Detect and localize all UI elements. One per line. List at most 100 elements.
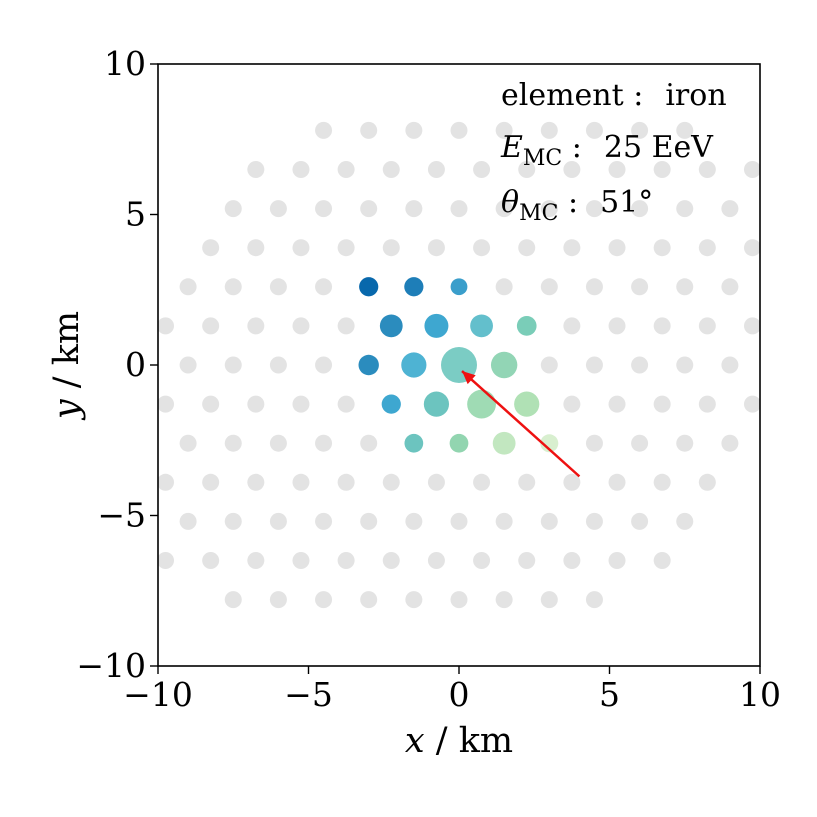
inactive-station <box>315 278 333 296</box>
inactive-station <box>698 239 716 257</box>
inactive-station <box>698 317 716 335</box>
y-tick-label: −10 <box>76 646 146 685</box>
inactive-station <box>158 317 175 335</box>
inactive-station <box>179 356 197 374</box>
inactive-station <box>224 356 242 374</box>
inactive-station <box>653 552 671 570</box>
active-station <box>449 433 469 453</box>
inactive-station <box>518 552 536 570</box>
inactive-station <box>292 239 310 257</box>
shower-axis-arrow <box>461 370 581 478</box>
inactive-station <box>495 278 513 296</box>
inactive-station <box>247 395 265 413</box>
inactive-station <box>427 239 445 257</box>
inactive-station <box>315 356 333 374</box>
inactive-station <box>315 512 333 530</box>
x-tick-label: 5 <box>599 675 620 714</box>
y-tick-label: 10 <box>104 44 146 83</box>
inactive-station <box>631 356 649 374</box>
inactive-station <box>450 121 468 139</box>
inactive-station <box>315 200 333 218</box>
inactive-station <box>653 473 671 491</box>
inactive-station <box>360 512 378 530</box>
inactive-station <box>427 160 445 178</box>
active-station <box>381 394 401 414</box>
inactive-station <box>608 395 626 413</box>
inactive-station <box>563 317 581 335</box>
inactive-station <box>676 121 694 139</box>
inactive-station <box>585 200 603 218</box>
inactive-station <box>721 200 739 218</box>
inactive-station <box>585 356 603 374</box>
inactive-station <box>631 278 649 296</box>
inactive-station <box>563 239 581 257</box>
inactive-station <box>743 239 760 257</box>
inactive-station <box>473 552 491 570</box>
active-station <box>492 431 516 455</box>
inactive-station <box>158 473 175 491</box>
plot-area <box>157 63 761 667</box>
inactive-station <box>585 121 603 139</box>
inactive-station <box>473 473 491 491</box>
active-station <box>404 277 424 297</box>
inactive-station <box>540 121 558 139</box>
inactive-station <box>585 434 603 452</box>
inactive-station <box>608 317 626 335</box>
active-station <box>423 391 450 417</box>
inactive-station <box>698 473 716 491</box>
annotation-box: element : iron EMC :25 EeV θMC :51° <box>500 78 727 226</box>
inactive-station <box>292 395 310 413</box>
x-axis-ticks: −10 −5 0 5 10 <box>123 666 781 714</box>
inactive-station <box>224 278 242 296</box>
inactive-station <box>315 434 333 452</box>
inactive-station <box>224 512 242 530</box>
inactive-station <box>382 160 400 178</box>
inactive-station <box>608 160 626 178</box>
inactive-station <box>269 434 287 452</box>
inactive-station <box>427 473 445 491</box>
inactive-station <box>676 434 694 452</box>
inactive-station <box>540 356 558 374</box>
inactive-station <box>450 512 468 530</box>
inactive-station <box>473 239 491 257</box>
inactive-station <box>540 200 558 218</box>
inactive-station <box>202 552 220 570</box>
y-axis-label: y / km <box>47 311 87 421</box>
inactive-station <box>631 434 649 452</box>
inactive-station <box>224 200 242 218</box>
inactive-station <box>585 591 603 609</box>
x-axis-label: x / km <box>405 721 513 761</box>
inactive-station <box>743 160 760 178</box>
inactive-station <box>269 356 287 374</box>
inactive-station <box>653 395 671 413</box>
inactive-station <box>179 512 197 530</box>
active-station <box>424 313 449 338</box>
active-station <box>516 316 537 336</box>
active-station <box>470 314 493 338</box>
inactive-station <box>382 552 400 570</box>
inactive-station <box>337 552 355 570</box>
inactive-station <box>360 591 378 609</box>
inactive-station <box>721 434 739 452</box>
inactive-station <box>427 552 445 570</box>
inactive-station <box>382 239 400 257</box>
annotation-element: element : iron <box>501 78 727 113</box>
inactive-station <box>653 160 671 178</box>
inactive-station <box>337 317 355 335</box>
inactive-station <box>518 160 536 178</box>
inactive-station <box>676 356 694 374</box>
inactive-station <box>382 473 400 491</box>
inactive-station <box>202 473 220 491</box>
inactive-station <box>202 239 220 257</box>
inactive-station <box>743 317 760 335</box>
inactive-station <box>585 278 603 296</box>
inactive-station <box>631 512 649 530</box>
inactive-station <box>518 239 536 257</box>
inactive-station <box>269 512 287 530</box>
inactive-station <box>158 552 175 570</box>
active-stations <box>358 277 559 455</box>
inactive-station <box>179 434 197 452</box>
active-station <box>401 352 427 378</box>
inactive-station <box>563 552 581 570</box>
y-tick-label: 5 <box>125 195 146 234</box>
